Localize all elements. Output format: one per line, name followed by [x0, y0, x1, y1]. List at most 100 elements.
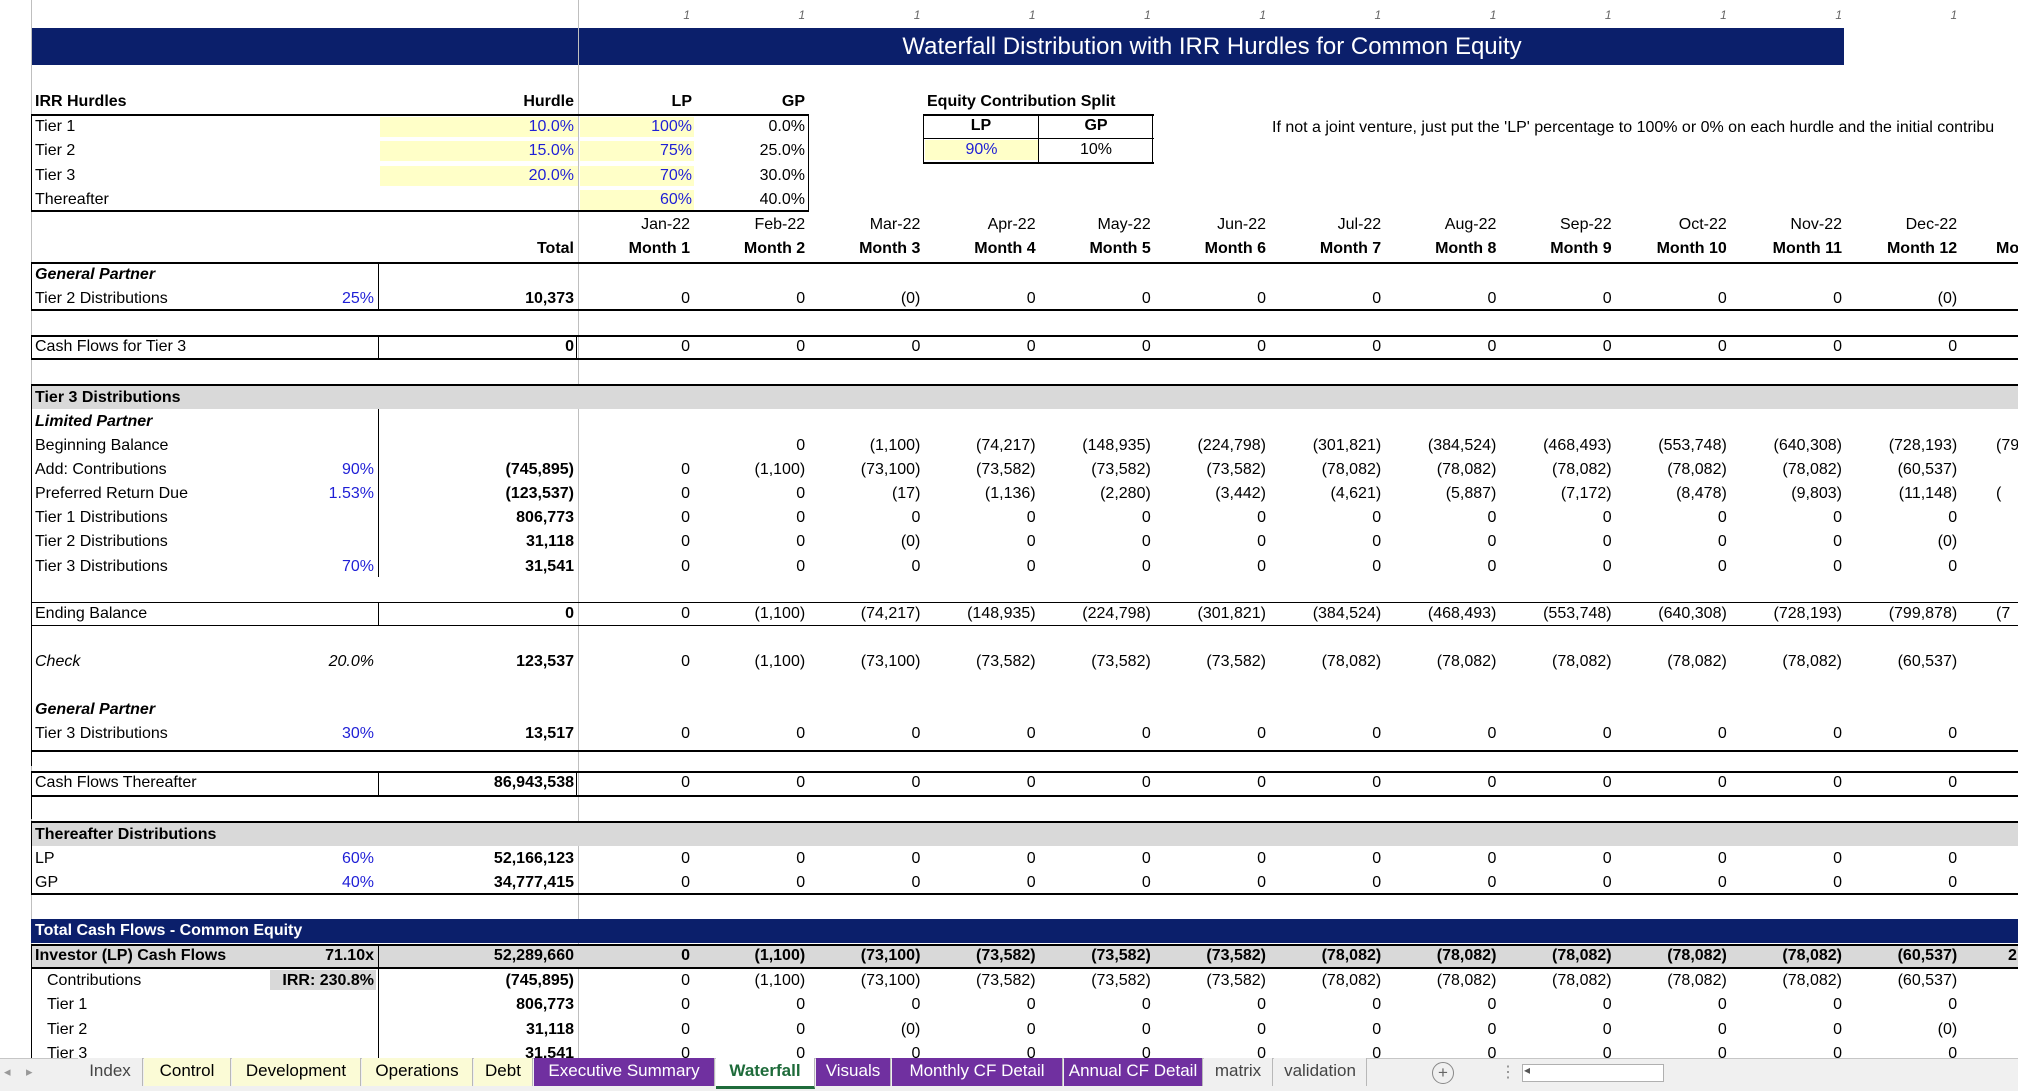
- month-value-cell[interactable]: 0: [1833, 290, 1842, 307]
- month-value-cell[interactable]: (1,100): [754, 461, 806, 479]
- month-value-cell[interactable]: (73,100): [860, 461, 921, 479]
- month-value-cell[interactable]: 0: [796, 509, 806, 527]
- month-value-cell[interactable]: (0): [1937, 290, 1958, 307]
- month-value-cell[interactable]: 0: [1602, 850, 1612, 867]
- month-value-cell[interactable]: (73,582): [976, 972, 1036, 989]
- month-value-cell[interactable]: (640,308): [1658, 605, 1727, 622]
- month-value-cell[interactable]: (301,821): [1312, 437, 1382, 454]
- month-value-cell[interactable]: 0: [681, 461, 690, 479]
- month-value-cell[interactable]: 0: [681, 1020, 690, 1038]
- month-value-cell[interactable]: (78,082): [1552, 653, 1612, 670]
- month-value-cell[interactable]: (148,935): [1082, 437, 1151, 454]
- month-value-cell[interactable]: (384,524): [1427, 437, 1497, 454]
- month-value-cell[interactable]: 0: [1833, 533, 1842, 551]
- month-value-cell[interactable]: (60,537): [1897, 653, 1958, 670]
- month-value-cell[interactable]: 0: [1372, 533, 1382, 551]
- month-value-cell[interactable]: (73,582): [1091, 461, 1151, 479]
- month-value-cell[interactable]: 0: [1141, 509, 1151, 527]
- row-percent[interactable]: 70%: [341, 557, 374, 575]
- sheet-tab-monthly-cf-detail[interactable]: Monthly CF Detail: [892, 1058, 1063, 1086]
- month-value-cell[interactable]: 0: [911, 850, 921, 867]
- month-value-cell[interactable]: 0: [1257, 725, 1266, 742]
- hurdle-lp-input[interactable]: 60%: [580, 189, 694, 210]
- month-value-cell[interactable]: 0: [1833, 850, 1842, 867]
- month-value-cell[interactable]: 0: [1372, 850, 1382, 867]
- month-value-cell[interactable]: [580, 436, 690, 456]
- month-value-cell[interactable]: 0: [1717, 996, 1727, 1014]
- month-value-cell[interactable]: 0: [1487, 774, 1497, 791]
- month-value-cell[interactable]: 0: [796, 437, 806, 454]
- month-value-cell[interactable]: 0: [1602, 338, 1612, 355]
- month-value-cell[interactable]: (78,082): [1436, 947, 1497, 964]
- month-value-cell[interactable]: 0: [1717, 338, 1727, 355]
- month-value-cell[interactable]: 0: [1141, 996, 1151, 1014]
- month-value-cell[interactable]: 0: [1833, 1020, 1842, 1038]
- month-value-cell[interactable]: (78,082): [1321, 461, 1382, 479]
- month-value-cell[interactable]: (0): [900, 1020, 921, 1038]
- row-percent[interactable]: 40%: [341, 874, 374, 891]
- month-value-cell[interactable]: (1,136): [984, 485, 1036, 503]
- month-value-cell[interactable]: 0: [1602, 557, 1612, 575]
- hurdle-lp-input[interactable]: 75%: [580, 141, 694, 162]
- month-value-cell[interactable]: (1,100): [754, 653, 806, 670]
- month-value-cell[interactable]: (468,493): [1427, 605, 1497, 622]
- month-value-cell[interactable]: (78,082): [1667, 947, 1727, 964]
- row-percent[interactable]: 60%: [341, 850, 374, 867]
- month-value-cell[interactable]: 0: [1372, 557, 1382, 575]
- hurdle-rate-input[interactable]: 20.0%: [380, 165, 578, 186]
- month-value-cell[interactable]: (78,082): [1552, 461, 1612, 479]
- month-value-cell[interactable]: (224,798): [1082, 605, 1151, 622]
- month-value-cell[interactable]: 0: [1487, 290, 1497, 307]
- month-value-cell[interactable]: 0: [1602, 1044, 1612, 1062]
- month-value-cell[interactable]: 0: [1026, 850, 1036, 867]
- month-value-cell[interactable]: (3,442): [1215, 485, 1266, 503]
- month-value-cell[interactable]: (17): [891, 485, 921, 503]
- month-value-cell[interactable]: 0: [1487, 533, 1497, 551]
- month-value-cell[interactable]: (1,100): [869, 437, 921, 454]
- month-value-cell[interactable]: (78,082): [1667, 972, 1727, 989]
- month-value-cell[interactable]: 0: [1257, 874, 1266, 891]
- month-value-cell[interactable]: 0: [1257, 290, 1266, 307]
- month-value-cell[interactable]: 0: [681, 533, 690, 551]
- sheet-tab-index[interactable]: Index: [78, 1058, 143, 1086]
- month-value-cell[interactable]: 0: [1948, 850, 1958, 867]
- month-value-cell[interactable]: 0: [1141, 290, 1151, 307]
- month-value-cell[interactable]: 0: [1833, 996, 1842, 1014]
- month-value-cell[interactable]: 0: [1372, 996, 1382, 1014]
- month-value-cell[interactable]: (78,082): [1436, 972, 1497, 989]
- month-value-cell[interactable]: 0: [1026, 338, 1036, 355]
- month-value-cell[interactable]: (1,100): [754, 972, 806, 989]
- month-value-cell[interactable]: (5,887): [1445, 485, 1497, 503]
- month-value-cell[interactable]: 0: [1372, 1020, 1382, 1038]
- month-value-cell[interactable]: 0: [911, 338, 921, 355]
- month-value-cell[interactable]: 0: [1026, 1020, 1036, 1038]
- month-value-cell[interactable]: (78,082): [1782, 972, 1842, 989]
- month-value-cell[interactable]: 0: [1257, 533, 1266, 551]
- month-value-cell[interactable]: 0: [796, 996, 806, 1014]
- month-value-cell[interactable]: 0: [1833, 725, 1842, 742]
- month-value-cell[interactable]: 0: [681, 774, 690, 791]
- month-value-cell[interactable]: 0: [1833, 557, 1842, 575]
- month-value-cell[interactable]: 0: [911, 1044, 921, 1062]
- month-value-cell[interactable]: 0: [911, 509, 921, 527]
- month-value-cell[interactable]: 0: [1141, 533, 1151, 551]
- month-value-cell[interactable]: 0: [681, 874, 690, 891]
- month-value-cell[interactable]: (9,803): [1791, 485, 1842, 503]
- month-value-cell[interactable]: (73,100): [860, 972, 921, 989]
- month-value-cell[interactable]: 0: [1602, 290, 1612, 307]
- hurdle-rate-input[interactable]: 15.0%: [380, 141, 578, 162]
- month-value-cell[interactable]: 0: [1372, 509, 1382, 527]
- month-value-cell[interactable]: 0: [1948, 874, 1958, 891]
- month-value-cell[interactable]: 0: [911, 996, 921, 1014]
- month-value-cell[interactable]: 0: [911, 557, 921, 575]
- sheet-tab-debt[interactable]: Debt: [474, 1058, 533, 1086]
- month-value-cell[interactable]: (4,621): [1330, 485, 1382, 503]
- month-value-cell[interactable]: 0: [1948, 509, 1958, 527]
- month-value-cell[interactable]: 0: [1257, 1044, 1266, 1062]
- month-value-cell[interactable]: 0: [1026, 725, 1036, 742]
- month-value-cell[interactable]: (224,798): [1197, 437, 1267, 454]
- hurdle-lp-input[interactable]: 100%: [580, 117, 694, 137]
- horizontal-scrollbar[interactable]: [1522, 1064, 1664, 1082]
- month-value-cell[interactable]: (553,748): [1543, 605, 1612, 622]
- sheet-tab-annual-cf-detail[interactable]: Annual CF Detail: [1064, 1058, 1203, 1086]
